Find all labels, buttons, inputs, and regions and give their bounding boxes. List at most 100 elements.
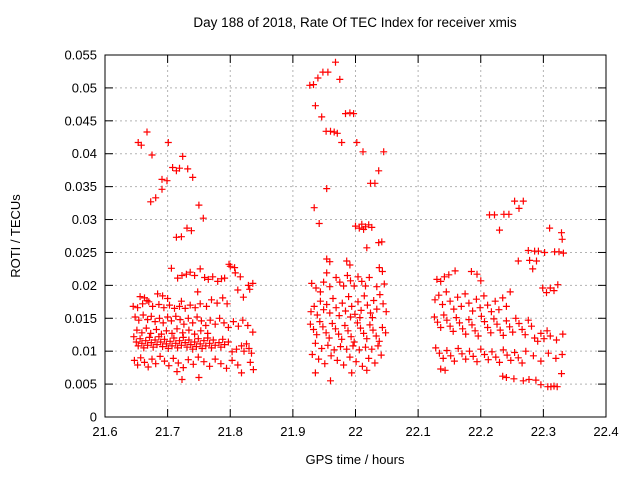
data-point [507, 356, 515, 364]
data-point [194, 335, 202, 343]
data-point [138, 329, 146, 337]
data-point [148, 151, 156, 159]
data-point [187, 341, 195, 349]
data-point [169, 164, 177, 171]
y-tick-label: 0.015 [64, 311, 97, 326]
data-point [129, 302, 137, 310]
data-point [198, 345, 206, 352]
data-point [206, 339, 214, 347]
data-point [353, 319, 361, 327]
data-point [477, 312, 485, 320]
data-point [368, 223, 376, 231]
data-point [499, 331, 507, 339]
data-point [343, 272, 351, 279]
data-point [173, 325, 181, 333]
data-point [154, 290, 162, 298]
data-point [354, 273, 362, 281]
data-point [506, 288, 514, 296]
data-point [346, 261, 354, 269]
data-point [315, 220, 323, 227]
data-point [550, 287, 558, 295]
data-point [355, 346, 363, 354]
data-point [491, 211, 498, 219]
data-point [553, 383, 561, 391]
data-point [484, 356, 492, 364]
data-point [511, 349, 519, 356]
data-point [488, 348, 496, 356]
data-point [168, 342, 176, 350]
data-point [326, 283, 334, 291]
data-point [347, 333, 355, 341]
data-point [234, 361, 242, 369]
data-point [135, 316, 143, 324]
data-point [515, 320, 523, 327]
data-point [496, 226, 503, 234]
data-point [432, 344, 440, 352]
data-point [163, 177, 171, 185]
data-point [348, 302, 356, 310]
data-point [134, 361, 142, 369]
data-point [445, 271, 453, 279]
data-point [461, 290, 469, 298]
data-point [541, 249, 549, 256]
data-point [155, 333, 163, 341]
data-point [225, 260, 233, 268]
y-tick-label: 0.01 [72, 344, 97, 359]
data-point [360, 329, 368, 337]
data-point [380, 148, 388, 156]
data-point [539, 284, 547, 292]
data-point [332, 58, 339, 66]
data-point [518, 326, 526, 333]
data-point [335, 330, 343, 338]
data-point [437, 324, 445, 331]
data-point [148, 355, 156, 363]
data-point [149, 302, 157, 310]
data-point [173, 368, 181, 376]
data-point [469, 352, 477, 360]
data-point [476, 304, 484, 312]
data-point [502, 302, 510, 310]
data-point [338, 299, 346, 307]
data-point [521, 331, 529, 339]
data-point [200, 358, 208, 366]
y-tick-label: 0 [90, 410, 97, 425]
data-point [321, 360, 329, 368]
data-point [439, 301, 446, 308]
data-point [559, 330, 567, 338]
data-point [238, 369, 245, 377]
data-point [151, 336, 159, 344]
data-point [363, 301, 371, 309]
data-point [156, 314, 163, 322]
y-tick-label: 0.02 [72, 278, 97, 293]
data-point [177, 297, 185, 305]
data-point [206, 316, 214, 324]
data-point [435, 291, 443, 299]
data-point [221, 274, 229, 282]
data-point [372, 332, 380, 340]
data-point [454, 293, 462, 301]
data-point [189, 360, 197, 368]
data-point [191, 338, 199, 346]
data-point [176, 164, 183, 172]
data-point [337, 343, 344, 351]
data-point [553, 336, 560, 344]
data-point [558, 229, 565, 237]
data-point [215, 339, 223, 347]
data-point [158, 185, 166, 193]
data-point [131, 313, 139, 321]
data-point [245, 345, 253, 352]
data-point [454, 345, 462, 352]
data-point [172, 312, 180, 320]
data-point [202, 322, 210, 329]
data-point [137, 354, 145, 362]
data-point [322, 329, 330, 337]
data-point [195, 201, 203, 209]
data-point [492, 353, 500, 361]
data-point [191, 304, 199, 312]
data-point [161, 335, 168, 343]
data-point [540, 335, 548, 343]
data-point [555, 248, 563, 256]
data-point [189, 345, 197, 353]
data-point [136, 293, 144, 301]
data-point [363, 366, 371, 374]
